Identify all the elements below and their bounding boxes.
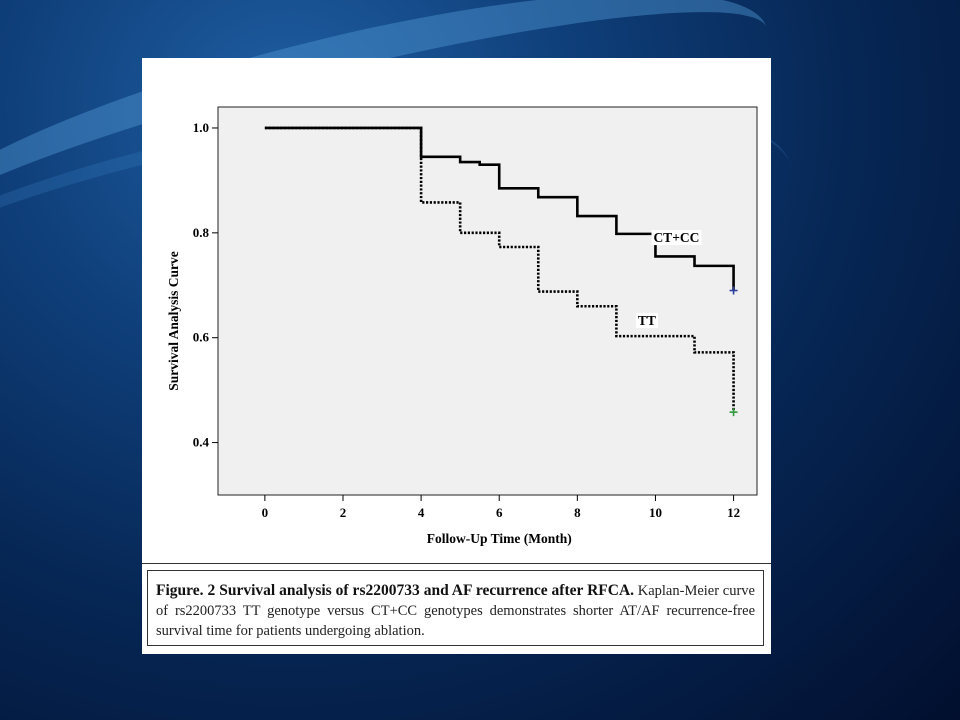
x-tick-label: 12 [727,505,740,520]
survival-chart: 0 2 4 6 8 10 12 1.0 0.8 0.6 0.4 Follow-Up Time (Mon… [166,106,758,546]
x-tick-label: 10 [649,505,662,520]
separator-line [142,563,771,564]
x-tick-label: 4 [418,505,425,520]
y-tick-label: 0.6 [193,330,210,345]
caption-title: Figure. 2 Survival analysis of rs2200733… [156,582,635,599]
series-label-ctcc: CT+CC [653,230,699,245]
survival-curve-tt [264,126,735,413]
caption-text: Kaplan-Meier curve of rs2200733 TT genot… [156,583,755,639]
survival-curve-ct-cc [264,126,735,291]
series-label-tt: TT [638,313,656,328]
y-axis-label: Survival Analysis Curve [166,251,181,391]
figure-panel: 0 2 4 6 8 10 12 1.0 0.8 0.6 0.4 Follow-Up Time (Mon… [142,58,771,654]
y-tick-label: 0.4 [193,435,210,450]
x-axis-label: Follow-Up Time (Month) [427,531,572,546]
figure-caption: Figure. 2 Survival analysis of rs2200733… [147,570,764,646]
y-tick-label: 1.0 [193,120,209,135]
x-tick-label: 2 [340,505,347,520]
x-tick-label: 6 [496,505,503,520]
series-label-background [635,312,658,328]
x-tick-label: 8 [574,505,581,520]
series-label-background [651,230,702,246]
plot-area [217,106,758,496]
y-tick-label: 0.8 [193,225,210,240]
x-tick-label: 0 [262,505,269,520]
